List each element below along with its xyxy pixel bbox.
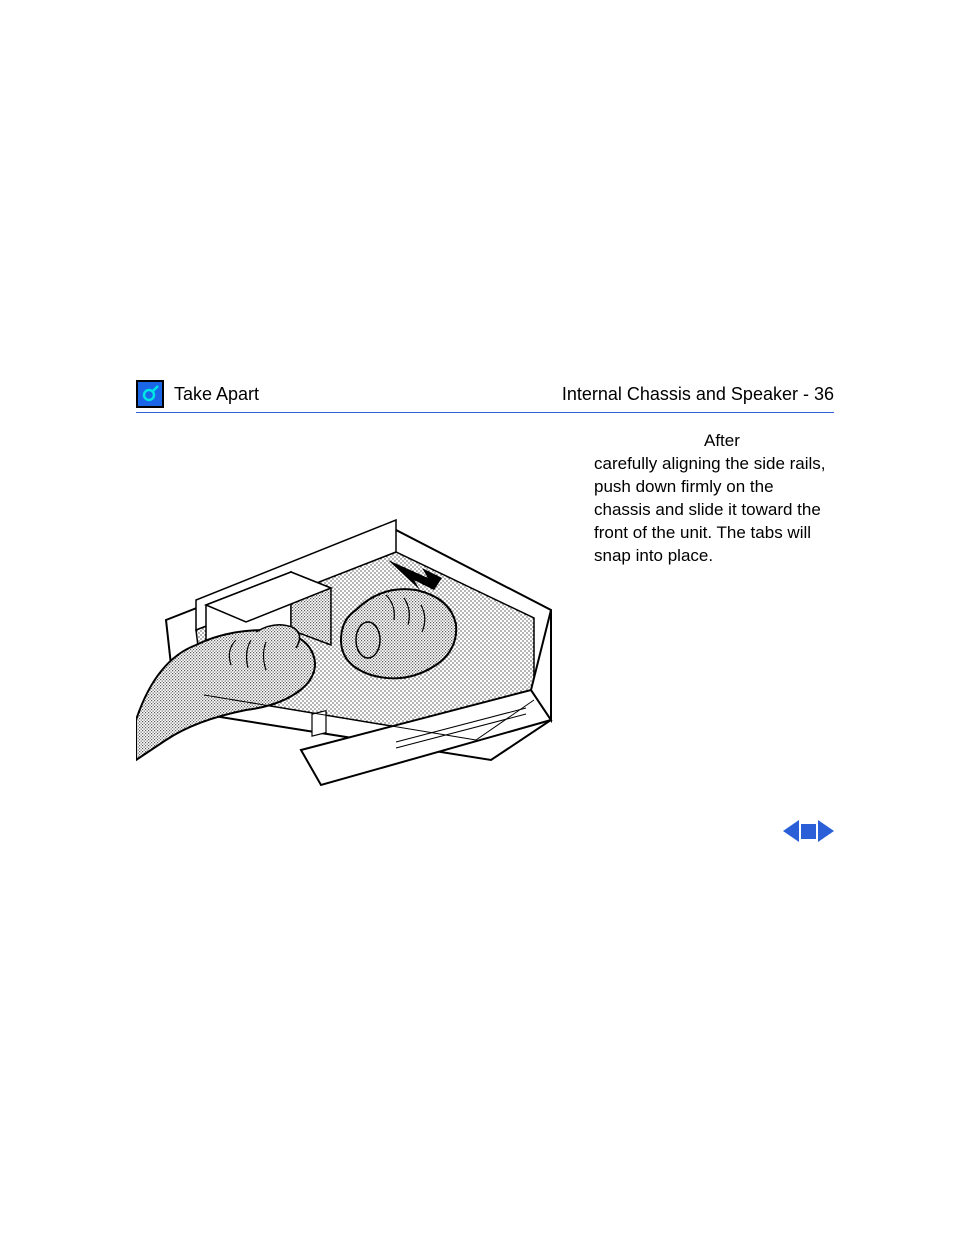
page-body: After carefully aligning the side rails,… xyxy=(136,430,834,1135)
topic-title: Internal Chassis and Speaker - 36 xyxy=(562,384,834,405)
instruction-text: After carefully aligning the side rails,… xyxy=(594,430,834,568)
prev-page-button[interactable] xyxy=(783,820,799,842)
contents-button[interactable] xyxy=(801,824,816,839)
header-text: Take Apart Internal Chassis and Speaker … xyxy=(174,384,834,405)
next-page-button[interactable] xyxy=(818,820,834,842)
topic-name: Internal Chassis and Speaker xyxy=(562,384,798,404)
section-icon xyxy=(136,380,164,408)
chassis-illustration xyxy=(136,490,556,790)
page-nav xyxy=(783,820,834,842)
page-sep: - xyxy=(798,384,814,404)
page-number: 36 xyxy=(814,384,834,404)
hand-left xyxy=(136,625,315,760)
section-title: Take Apart xyxy=(174,384,259,405)
page-header: Take Apart Internal Chassis and Speaker … xyxy=(136,380,834,408)
instruction-lead: After xyxy=(594,430,834,453)
manual-page: Take Apart Internal Chassis and Speaker … xyxy=(0,0,954,1235)
instruction-body: carefully aligning the side rails, push … xyxy=(594,454,826,565)
header-divider xyxy=(136,412,834,413)
